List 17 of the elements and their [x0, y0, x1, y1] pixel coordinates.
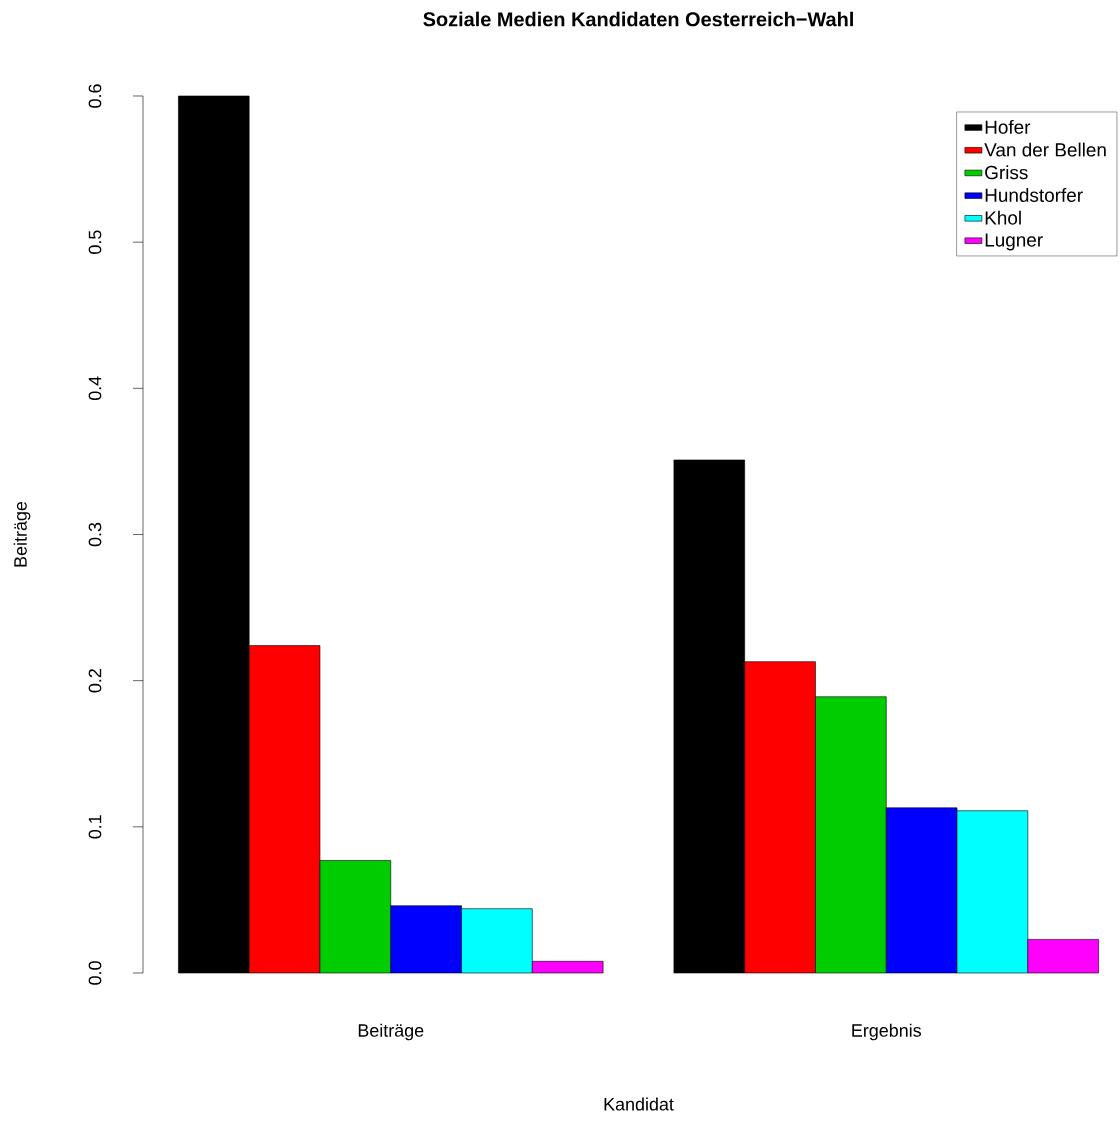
x-axis-title: Kandidat	[604, 1097, 674, 1111]
legend-label: Van der Bellen	[984, 142, 1106, 157]
y-tick-label: 0.2	[88, 669, 102, 693]
y-tick-label: 0.3	[88, 522, 102, 547]
x-tick-label: Ergebnis	[852, 1023, 921, 1041]
legend-label: Khol	[985, 210, 1021, 225]
legend-label: Lugner	[985, 233, 1043, 251]
y-tick-label: 0.0	[88, 961, 102, 985]
legend-label: Griss	[985, 165, 1028, 180]
y-axis-title: Beiträge	[13, 501, 31, 567]
y-tick-label: 0.5	[88, 230, 102, 254]
y-tick-label: 0.1	[88, 815, 102, 839]
legend-label: Hundstorfer	[985, 188, 1083, 202]
y-tick-label: 0.4	[88, 376, 102, 401]
legend-label: Hofer	[985, 119, 1031, 134]
chart-title: Soziale Medien Kandidaten Oesterreich−Wahl	[423, 11, 853, 27]
y-tick-label: 0.6	[88, 84, 102, 108]
